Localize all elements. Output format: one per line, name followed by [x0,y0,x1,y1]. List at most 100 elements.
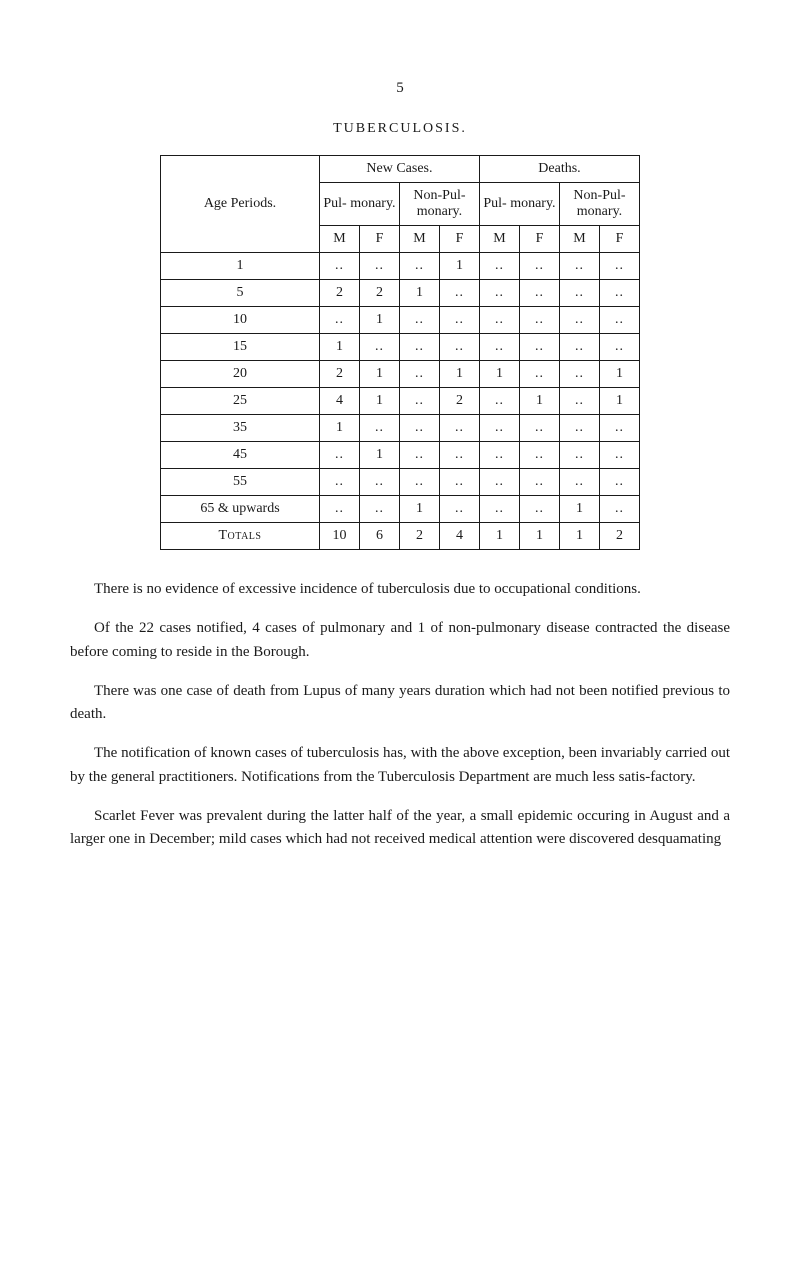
paragraph: Scarlet Fever was prevalent during the l… [70,805,730,852]
cell: .. [439,334,479,361]
cell: .. [479,388,519,415]
table-row: 35 1 .. .. .. .. .. .. .. [161,415,640,442]
cell: 1 [479,361,519,388]
table-title: TUBERCULOSIS. [70,121,730,137]
cell-age: 55 [161,469,320,496]
header-f: F [359,226,399,253]
table-row: 1 .. .. .. 1 .. .. .. .. [161,253,640,280]
header-d-pulmonary: Pul- monary. [479,183,559,226]
cell: .. [559,334,599,361]
cell: 2 [359,280,399,307]
cell: .. [519,469,559,496]
cell: .. [599,415,639,442]
cell: .. [359,334,399,361]
cell: .. [439,496,479,523]
cell: .. [559,253,599,280]
cell: .. [359,496,399,523]
table-row: 65 & upwards .. .. 1 .. .. .. 1 .. [161,496,640,523]
cell: .. [519,442,559,469]
cell: 1 [519,523,559,550]
cell: .. [319,253,359,280]
cell: .. [479,334,519,361]
cell-age: 35 [161,415,320,442]
cell: .. [399,334,439,361]
cell: 1 [359,307,399,334]
cell: .. [519,334,559,361]
table-row-totals: Totals 10 6 2 4 1 1 1 2 [161,523,640,550]
cell: .. [399,388,439,415]
cell: .. [559,388,599,415]
cell: .. [519,253,559,280]
cell: 1 [439,361,479,388]
cell-age: 1 [161,253,320,280]
table-row: 25 4 1 .. 2 .. 1 .. 1 [161,388,640,415]
cell: .. [559,307,599,334]
cell: 1 [559,496,599,523]
header-m: M [479,226,519,253]
cell: .. [559,469,599,496]
page-number: 5 [70,80,730,97]
cell: .. [479,253,519,280]
paragraph: Of the 22 cases notified, 4 cases of pul… [70,617,730,664]
cell: 1 [319,415,359,442]
cell: .. [479,307,519,334]
header-row-1: Age Periods. New Cases. Deaths. [161,156,640,183]
table-body: 1 .. .. .. 1 .. .. .. .. 5 2 2 1 .. .. .… [161,253,640,550]
cell: .. [399,469,439,496]
cell-age: 15 [161,334,320,361]
cell: .. [399,253,439,280]
cell-age: 25 [161,388,320,415]
cell: .. [559,361,599,388]
cell: 2 [319,280,359,307]
cell: 4 [439,523,479,550]
cell: .. [479,280,519,307]
table-row: 45 .. 1 .. .. .. .. .. .. [161,442,640,469]
cell: 2 [319,361,359,388]
table-head: Age Periods. New Cases. Deaths. Pul- mon… [161,156,640,253]
header-new-cases: New Cases. [319,156,479,183]
cell-totals-label: Totals [161,523,320,550]
cell: .. [599,469,639,496]
cell: .. [519,415,559,442]
cell: 10 [319,523,359,550]
document-page: 5 TUBERCULOSIS. Age Periods. New Cases. … [0,0,800,907]
paragraph: There is no evidence of excessive incide… [70,578,730,601]
cell: .. [599,334,639,361]
cell: .. [399,307,439,334]
cell: .. [599,442,639,469]
cell: 1 [599,361,639,388]
paragraph: There was one case of death from Lupus o… [70,680,730,727]
cell: 2 [439,388,479,415]
cell: .. [319,469,359,496]
cell: .. [479,415,519,442]
cell: 1 [399,496,439,523]
cell-age: 45 [161,442,320,469]
cell: 1 [439,253,479,280]
header-m: M [559,226,599,253]
cell-age: 20 [161,361,320,388]
header-nc-nonpulmonary: Non-Pul- monary. [399,183,479,226]
cell: .. [479,469,519,496]
cell: 1 [359,361,399,388]
cell-age: 10 [161,307,320,334]
cell-age: 65 & upwards [161,496,320,523]
paragraph: The notification of known cases of tuber… [70,742,730,789]
cell: 6 [359,523,399,550]
cell: .. [519,280,559,307]
cell: 1 [559,523,599,550]
cell: .. [519,307,559,334]
header-m: M [399,226,439,253]
cell: .. [559,415,599,442]
cell: .. [359,469,399,496]
cell: .. [439,280,479,307]
cell: 1 [359,442,399,469]
cell: .. [439,415,479,442]
cell: .. [359,415,399,442]
cell: .. [599,280,639,307]
header-f: F [599,226,639,253]
cell: 1 [519,388,559,415]
header-m: M [319,226,359,253]
table-row: 10 .. 1 .. .. .. .. .. .. [161,307,640,334]
cell: 2 [599,523,639,550]
cell: .. [439,469,479,496]
